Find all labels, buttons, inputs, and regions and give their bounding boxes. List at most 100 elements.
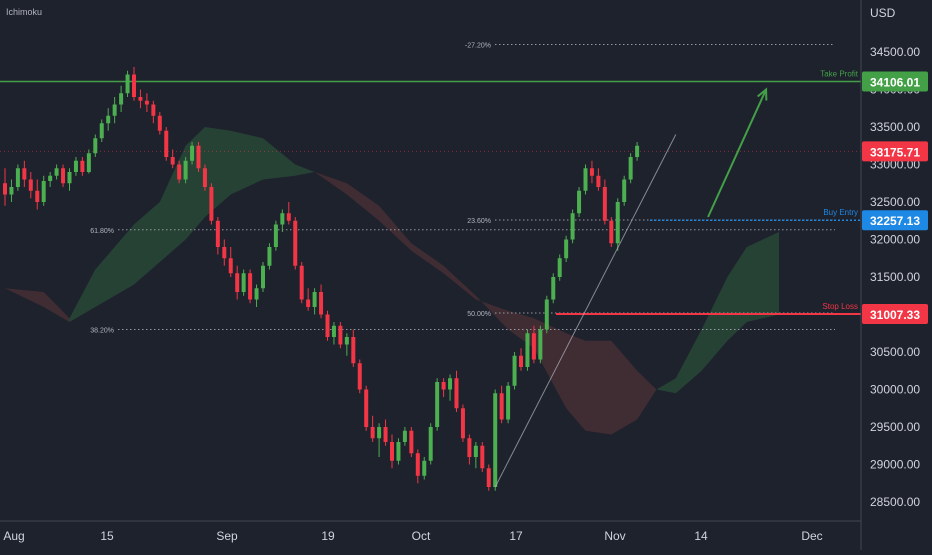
candle[interactable] — [331, 322, 336, 345]
candle[interactable] — [525, 329, 530, 371]
candle[interactable] — [351, 329, 356, 368]
candle[interactable] — [415, 449, 420, 484]
candle[interactable] — [402, 427, 407, 446]
candle[interactable] — [144, 93, 149, 112]
candle[interactable] — [312, 288, 317, 315]
candle[interactable] — [551, 273, 556, 304]
candle[interactable] — [138, 89, 143, 109]
candle[interactable] — [28, 172, 33, 199]
candle[interactable] — [409, 427, 414, 457]
candle[interactable] — [306, 288, 311, 311]
candle[interactable] — [460, 404, 465, 443]
candle[interactable] — [73, 157, 78, 176]
candle[interactable] — [22, 160, 27, 187]
candle[interactable] — [164, 127, 169, 161]
candle[interactable] — [480, 442, 485, 472]
candle[interactable] — [609, 217, 614, 247]
candle[interactable] — [132, 67, 136, 101]
candle[interactable] — [54, 164, 59, 180]
candle[interactable] — [383, 419, 388, 446]
candle[interactable] — [157, 112, 162, 135]
candle[interactable] — [454, 370, 459, 412]
candle[interactable] — [67, 168, 72, 191]
candle[interactable] — [280, 209, 285, 233]
candle[interactable] — [473, 442, 478, 469]
candle[interactable] — [448, 374, 453, 401]
candle[interactable] — [151, 100, 156, 124]
candle[interactable] — [628, 153, 633, 184]
candle[interactable] — [570, 209, 575, 244]
candle[interactable] — [48, 172, 53, 187]
candle[interactable] — [215, 217, 220, 255]
candle[interactable] — [15, 164, 20, 191]
candle[interactable] — [325, 310, 330, 341]
candle[interactable] — [357, 359, 362, 394]
candle[interactable] — [209, 183, 214, 225]
candle[interactable] — [396, 438, 401, 465]
candle[interactable] — [538, 325, 543, 364]
candle[interactable] — [86, 149, 91, 174]
candle[interactable] — [293, 217, 298, 270]
candle[interactable] — [106, 108, 111, 131]
candle[interactable] — [615, 198, 620, 251]
candle[interactable] — [222, 239, 227, 266]
candle[interactable] — [531, 325, 536, 364]
candle[interactable] — [596, 168, 601, 191]
candle[interactable] — [235, 265, 240, 300]
candle[interactable] — [486, 464, 491, 491]
candle[interactable] — [519, 348, 523, 371]
candle[interactable] — [273, 220, 278, 251]
candles[interactable] — [3, 67, 640, 491]
candle[interactable] — [261, 262, 265, 292]
candle[interactable] — [467, 434, 472, 465]
candle[interactable] — [622, 175, 627, 206]
candle[interactable] — [390, 434, 394, 469]
candle[interactable] — [93, 134, 98, 158]
candle[interactable] — [177, 160, 182, 184]
indicator-label[interactable]: Ichimoku — [6, 7, 42, 17]
candle[interactable] — [248, 269, 253, 304]
candle[interactable] — [564, 235, 569, 262]
candle[interactable] — [506, 382, 511, 424]
candle[interactable] — [254, 284, 259, 308]
candle[interactable] — [319, 284, 324, 319]
candle[interactable] — [370, 415, 375, 442]
candle[interactable] — [557, 254, 562, 281]
candle[interactable] — [377, 423, 382, 457]
candle[interactable] — [119, 85, 124, 112]
candle[interactable] — [241, 269, 246, 296]
candle[interactable] — [61, 164, 66, 188]
candle[interactable] — [338, 322, 343, 349]
candle[interactable] — [441, 378, 446, 397]
candle[interactable] — [196, 142, 201, 172]
candle[interactable] — [602, 179, 607, 225]
candle[interactable] — [512, 352, 517, 390]
candle[interactable] — [435, 378, 440, 431]
candle[interactable] — [286, 202, 291, 225]
candle[interactable] — [499, 385, 504, 424]
candle[interactable] — [112, 97, 117, 124]
candle[interactable] — [364, 385, 369, 431]
candle[interactable] — [202, 164, 207, 191]
candle[interactable] — [9, 179, 14, 203]
candle[interactable] — [493, 389, 498, 491]
candle[interactable] — [170, 149, 175, 169]
candle[interactable] — [99, 119, 104, 143]
candle[interactable] — [577, 187, 582, 217]
candle[interactable] — [41, 175, 46, 206]
candle[interactable] — [422, 457, 427, 480]
candle[interactable] — [183, 157, 188, 184]
candle[interactable] — [589, 160, 594, 184]
candle[interactable] — [125, 70, 130, 97]
candle[interactable] — [35, 179, 40, 210]
candle[interactable] — [190, 142, 195, 165]
candle[interactable] — [80, 157, 85, 176]
candle[interactable] — [299, 262, 304, 304]
candle[interactable] — [635, 142, 640, 161]
candle[interactable] — [267, 243, 272, 270]
candle[interactable] — [544, 295, 549, 334]
time-axis[interactable]: Aug 15 Sep 19 Oct 17 Nov 14 Dec — [3, 529, 822, 543]
candle[interactable] — [344, 333, 349, 356]
